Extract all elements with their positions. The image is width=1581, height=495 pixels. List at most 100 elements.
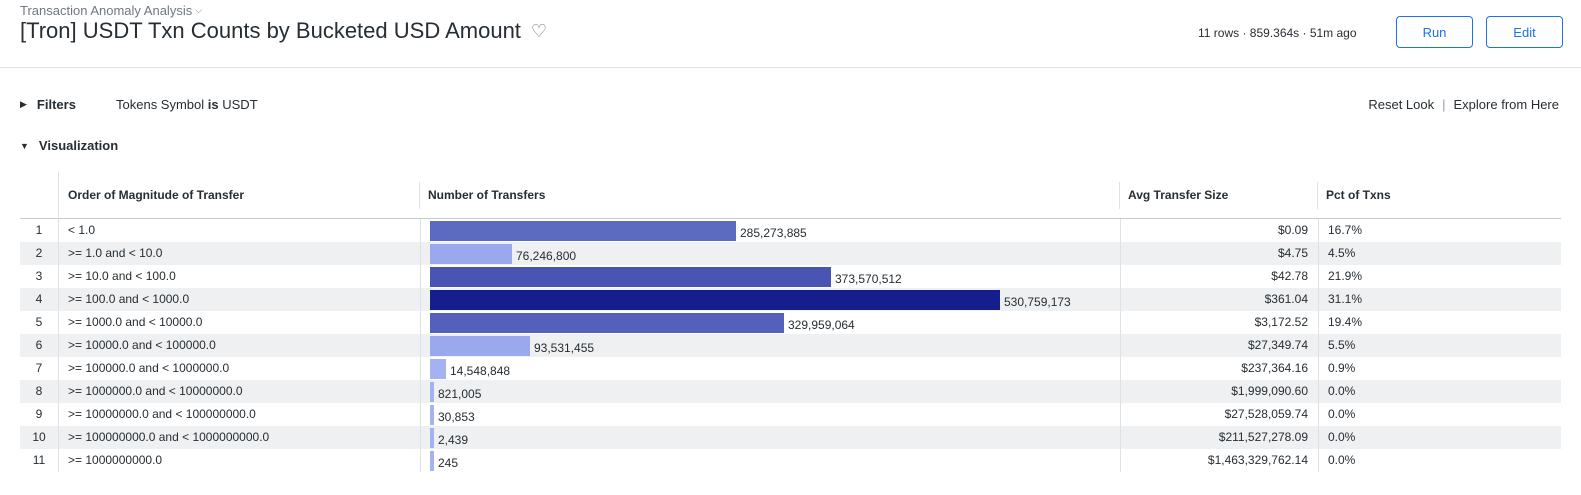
avg-size-cell: $27,349.74 [1120, 334, 1317, 357]
row-number: 2 [20, 242, 59, 265]
pct-cell: 4.5% [1318, 242, 1561, 265]
look-actions: Reset Look | Explore from Here [1368, 97, 1559, 112]
count-bar [430, 405, 434, 425]
count-bar [430, 244, 512, 264]
magnitude-cell: >= 100000000.0 and < 1000000000.0 [68, 430, 270, 444]
count-cell: 530,759,173 [420, 288, 1120, 311]
avg-size-cell: $0.09 [1120, 219, 1317, 242]
pct-cell: 0.0% [1318, 380, 1561, 403]
filters-label[interactable]: Filters [36, 97, 76, 112]
count-bar [430, 428, 434, 448]
pct-cell: 5.5% [1318, 334, 1561, 357]
count-bar [430, 451, 434, 471]
row-number: 6 [20, 334, 59, 357]
magnitude-cell: >= 100.0 and < 1000.0 [68, 292, 190, 306]
pct-cell: 0.0% [1318, 426, 1561, 449]
avg-size-cell: $211,527,278.09 [1120, 426, 1317, 449]
avg-size-cell: $27,528,059.74 [1120, 403, 1317, 426]
magnitude-cell: >= 1000.0 and < 10000.0 [68, 315, 203, 329]
row-number-header [20, 172, 59, 219]
column-header-magnitude[interactable]: Order of Magnitude of Transfer [68, 188, 245, 202]
table-row: 1 < 1.0 285,273,885 $0.09 16.7% [20, 219, 1561, 242]
table-row: 2 >= 1.0 and < 10.0 76,246,800 $4.75 4.5% [20, 242, 1561, 265]
count-cell: 245 [420, 449, 1120, 472]
table-header: Order of Magnitude of Transfer Number of… [20, 172, 1561, 219]
column-header-pct[interactable]: Pct of Txns [1326, 188, 1391, 202]
table-row: 10 >= 100000000.0 and < 1000000000.0 2,439… [20, 426, 1561, 449]
action-separator: | [1442, 97, 1446, 112]
run-button[interactable]: Run [1396, 16, 1473, 48]
table-row: 3 >= 10.0 and < 100.0 373,570,512 $42.78 21.… [20, 265, 1561, 288]
magnitude-cell: >= 10000.0 and < 100000.0 [68, 338, 216, 352]
count-value: 2,439 [438, 433, 469, 447]
count-value: 285,273,885 [740, 226, 807, 240]
avg-size-cell: $361.04 [1120, 288, 1317, 311]
count-bar [430, 359, 446, 379]
filters-toggle[interactable]: ▶ Filters [20, 97, 76, 112]
filter-operator: is [207, 97, 219, 112]
column-header-avg[interactable]: Avg Transfer Size [1128, 188, 1229, 202]
pct-cell: 31.1% [1318, 288, 1561, 311]
row-number: 7 [20, 357, 59, 380]
pct-cell: 16.7% [1318, 219, 1561, 242]
avg-size-cell: $1,999,090.60 [1120, 380, 1317, 403]
count-value: 821,005 [438, 387, 482, 401]
pct-cell: 0.0% [1318, 403, 1561, 426]
count-value: 14,548,848 [450, 364, 511, 378]
explore-from-here-link[interactable]: Explore from Here [1453, 97, 1559, 112]
column-divider[interactable] [1119, 182, 1120, 209]
count-cell: 285,273,885 [420, 219, 1120, 242]
pct-cell: 19.4% [1318, 311, 1561, 334]
row-number: 5 [20, 311, 59, 334]
heart-icon[interactable]: ♡ [530, 21, 548, 41]
count-bar [430, 290, 1000, 310]
table-row: 8 >= 1000000.0 and < 10000000.0 821,005 $1,… [20, 380, 1561, 403]
column-divider[interactable] [419, 182, 420, 209]
count-cell: 2,439 [420, 426, 1120, 449]
breadcrumb[interactable]: Transaction Anomaly Analysis ⌵ [20, 3, 202, 18]
avg-size-cell: $3,172.52 [1120, 311, 1317, 334]
table-body: 1 < 1.0 285,273,885 $0.09 16.7% 2 >= 1.0 and <… [20, 219, 1561, 472]
reset-look-link[interactable]: Reset Look [1368, 97, 1435, 112]
count-cell: 821,005 [420, 380, 1120, 403]
avg-size-cell: $4.75 [1120, 242, 1317, 265]
visualization-label[interactable]: Visualization [38, 138, 119, 153]
magnitude-cell: >= 10.0 and < 100.0 [68, 269, 176, 283]
row-number: 8 [20, 380, 59, 403]
count-bar [430, 221, 736, 241]
results-table: Order of Magnitude of Transfer Number of… [20, 172, 1561, 472]
count-value: 93,531,455 [534, 341, 595, 355]
caret-right-icon[interactable]: ▶ [20, 99, 27, 109]
count-bar [430, 267, 831, 287]
magnitude-cell: < 1.0 [68, 223, 96, 237]
table-row: 4 >= 100.0 and < 1000.0 530,759,173 $361.04… [20, 288, 1561, 311]
pct-cell: 0.9% [1318, 357, 1561, 380]
row-number: 4 [20, 288, 59, 311]
column-header-count[interactable]: Number of Transfers [428, 188, 546, 202]
table-row: 6 >= 10000.0 and < 100000.0 93,531,455 $27,… [20, 334, 1561, 357]
look-title: [Tron] USDT Txn Counts by Bucketed USD A… [20, 18, 521, 43]
count-bar [430, 336, 530, 356]
filter-field: Tokens Symbol [116, 97, 205, 112]
filter-value: USDT [222, 97, 258, 112]
count-bar [430, 313, 784, 333]
table-row: 5 >= 1000.0 and < 10000.0 329,959,064 $3,17… [20, 311, 1561, 334]
visualization-toggle[interactable]: ▼ Visualization [20, 138, 118, 153]
filter-summary: Tokens Symbol is USDT [116, 97, 258, 112]
caret-down-icon[interactable]: ▼ [20, 140, 29, 151]
pct-cell: 21.9% [1318, 265, 1561, 288]
column-divider[interactable] [1317, 182, 1318, 209]
count-value: 530,759,173 [1004, 295, 1071, 309]
table-row: 7 >= 100000.0 and < 1000000.0 14,548,848 $2… [20, 357, 1561, 380]
row-number: 10 [20, 426, 59, 449]
edit-button[interactable]: Edit [1486, 16, 1563, 48]
magnitude-cell: >= 1.0 and < 10.0 [68, 246, 163, 260]
chevron-down-icon[interactable]: ⌵ [195, 5, 203, 15]
magnitude-cell: >= 100000.0 and < 1000000.0 [68, 361, 230, 375]
count-cell: 14,548,848 [420, 357, 1120, 380]
query-meta: 11 rows · 859.364s · 51m ago [1198, 26, 1357, 40]
magnitude-cell: >= 1000000000.0 [68, 453, 163, 467]
page-title: [Tron] USDT Txn Counts by Bucketed USD A… [20, 18, 547, 44]
filters-row: ▶ Filters Tokens Symbol is USDT Reset Lo… [0, 92, 1581, 116]
breadcrumb-folder[interactable]: Transaction Anomaly Analysis [20, 3, 193, 18]
